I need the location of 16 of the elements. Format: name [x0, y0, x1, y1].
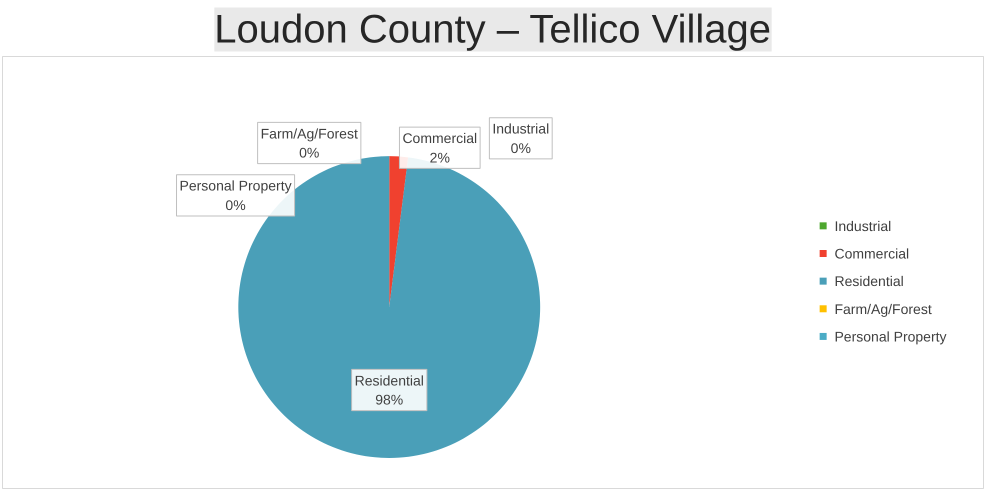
legend-label: Residential [834, 273, 904, 290]
data-label: 98% [375, 392, 404, 408]
category-label: Personal Property [180, 178, 292, 194]
slice-label: Residential [354, 372, 424, 388]
legend-label: Farm/Ag/Forest [834, 300, 932, 317]
legend-label: Commercial [834, 245, 910, 262]
legend-label: Personal Property [834, 328, 947, 344]
text: 0% [299, 144, 320, 161]
slice-label: Commercial [402, 130, 478, 146]
data-label: 2% [430, 149, 450, 166]
category-label: Farm/Ag/Forest [260, 125, 358, 142]
category-label: Industrial [492, 120, 550, 137]
text: 0% [510, 140, 531, 156]
legend-label: Industrial [834, 218, 892, 234]
chart-title: Loudon County – Tellico Village [214, 8, 771, 52]
text: 0% [225, 196, 246, 213]
